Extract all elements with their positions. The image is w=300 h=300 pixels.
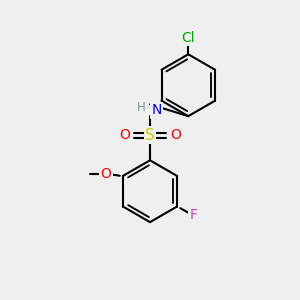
Text: N: N: [151, 103, 162, 117]
Text: Cl: Cl: [182, 31, 195, 45]
Text: O: O: [101, 167, 112, 181]
Text: O: O: [119, 128, 130, 142]
Text: S: S: [145, 128, 155, 143]
Text: F: F: [190, 208, 198, 222]
Text: H: H: [137, 101, 146, 114]
Text: O: O: [170, 128, 181, 142]
